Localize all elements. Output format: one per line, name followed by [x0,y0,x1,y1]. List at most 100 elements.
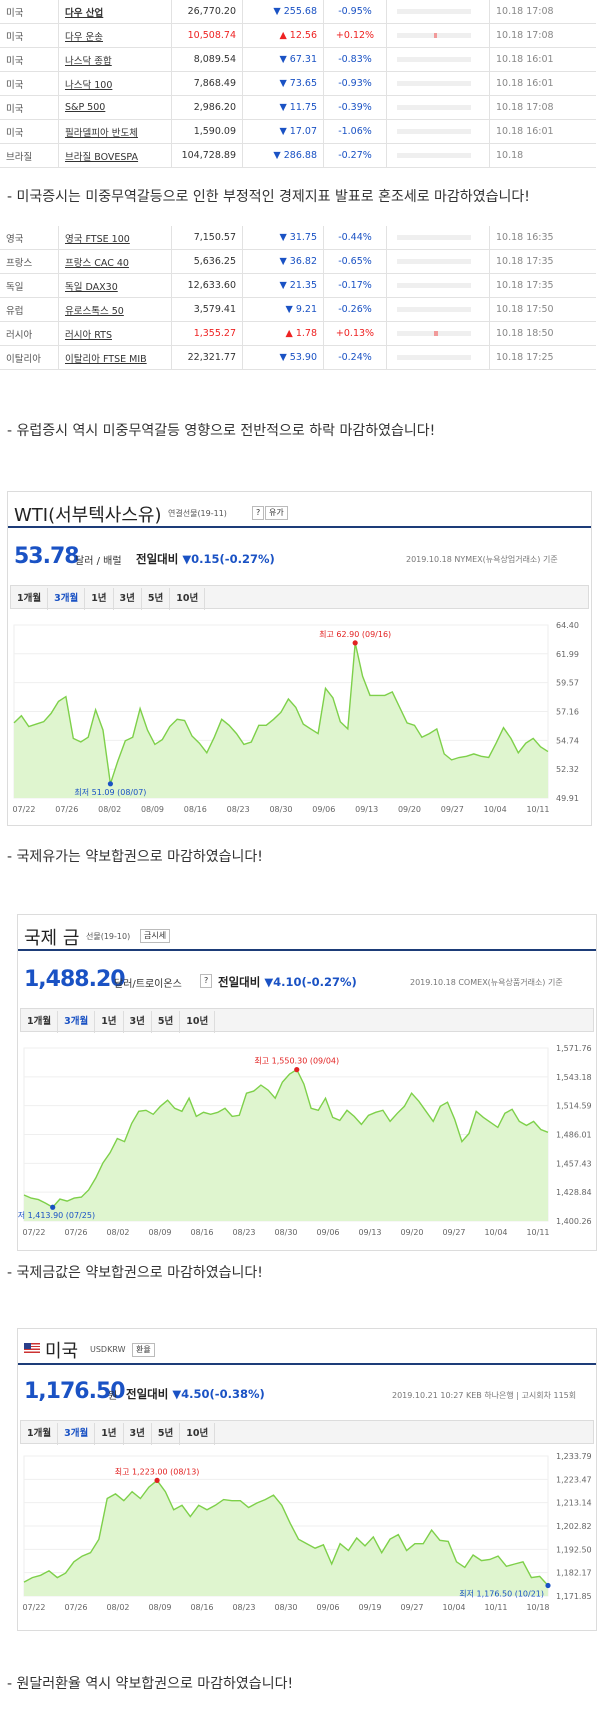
fx-change-label: 전일대비 [126,1387,169,1401]
index-link[interactable]: 브라질 BOVESPA [65,151,139,163]
period-tab[interactable]: 3개월 [58,1011,96,1033]
period-tab[interactable]: 10년 [180,1011,216,1033]
index-name-cell: 다우 산업 [58,0,172,24]
index-percent-cell: -0.17% [323,273,387,298]
index-value-cell: 1,590.09 [171,119,243,144]
period-tab[interactable]: 1개월 [21,1423,59,1445]
period-tab[interactable]: 3년 [124,1423,152,1445]
x-tick-label: 08/02 [106,1228,129,1237]
gold-price-button[interactable]: 금시세 [140,929,171,943]
y-tick-label: 54.74 [556,736,579,745]
index-link[interactable]: 프랑스 CAC 40 [65,257,129,269]
index-link[interactable]: 독일 DAX30 [65,281,118,293]
y-tick-label: 1,514.59 [556,1102,592,1111]
index-percent-cell: -0.24% [323,345,387,370]
x-tick-label: 07/22 [22,1603,45,1612]
period-tab[interactable]: 10년 [170,588,206,610]
fx-unit: 원 [108,1391,118,1402]
period-tab[interactable]: 3년 [114,588,142,610]
period-tab[interactable]: 1개월 [21,1011,59,1033]
time-cell: 10.18 18:50 [489,321,596,346]
time-cell: 10.18 17:25 [489,345,596,370]
country-cell: 미국 [0,23,59,48]
time-cell: 10.18 17:08 [489,95,596,120]
period-tab[interactable]: 1년 [85,588,114,610]
index-link[interactable]: 다우 운송 [65,31,103,43]
change-bar [428,355,434,360]
fx-subtitle: USDKRW [90,1345,126,1354]
index-value-cell: 22,321.77 [171,345,243,370]
y-tick-label: 64.40 [556,621,579,630]
period-tab[interactable]: 1년 [95,1423,124,1445]
change-value: 1.78 [295,328,317,339]
fx-change: 전일대비 ▼4.50(-0.38%) [126,1386,265,1402]
down-arrow-icon: ▼ [279,126,287,137]
caption-us-market: - 미국증시는 미중무역갈등으로 인한 부정적인 경제지표 발표로 혼조세로 마… [7,189,530,205]
x-tick-label: 08/23 [227,805,250,814]
fx-period-tabs: 1개월 3개월 1년 3년 5년 10년 [20,1420,594,1445]
x-tick-label: 08/09 [148,1603,171,1612]
index-link[interactable]: 영국 FTSE 100 [65,233,130,245]
wti-unit: 달러 / 배럴 [75,556,122,567]
table-row: 미국 필라델피아 반도체 1,590.09 ▼ 17.07 -1.06% 10.18 16… [0,119,596,144]
change-bar-cell [386,143,490,168]
table-row: 프랑스 프랑스 CAC 40 5,636.25 ▼ 36.82 -0.65% 10.18 … [0,249,596,274]
change-bar-cell [386,345,490,370]
index-percent-cell: -0.65% [323,249,387,274]
period-tab[interactable]: 3개월 [58,1423,96,1445]
index-name-cell: 브라질 BOVESPA [58,143,172,168]
fx-rate-button[interactable]: 환율 [132,1343,155,1357]
time-cell: 10.18 16:01 [489,71,596,96]
change-bar-cell [386,249,490,274]
index-percent-cell: -0.26% [323,297,387,322]
x-tick-label: 08/09 [148,1228,171,1237]
period-tab[interactable]: 5년 [142,588,171,610]
index-link[interactable]: 나스닥 종합 [65,55,112,67]
gold-unit: 달러/트로이온스 [114,979,182,990]
gold-help-button[interactable]: ? [200,974,213,988]
change-bar [434,33,437,38]
index-link[interactable]: 이탈리아 FTSE MIB [65,353,147,365]
index-link[interactable]: 나스닥 100 [65,79,113,91]
index-link[interactable]: 러시아 RTS [65,329,112,341]
x-tick-label: 10/18 [526,1603,549,1612]
x-tick-label: 10/04 [484,805,507,814]
period-tab[interactable]: 1개월 [11,588,49,610]
gold-chart: 1,571.76 1,543.18 1,514.59 1,486.01 1,457.43… [18,1044,592,1237]
time-cell: 10.18 17:08 [489,23,596,48]
index-value-cell: 104,728.89 [171,143,243,168]
x-tick-label: 07/22 [12,805,35,814]
index-value-cell: 10,508.74 [171,23,243,48]
index-link[interactable]: 유로스톡스 50 [65,305,124,317]
period-tab[interactable]: 3년 [124,1011,152,1033]
low-point [50,1204,56,1210]
table-row: 미국 S&P 500 2,986.20 ▼ 11.75 -0.39% 10.18 17:0… [0,95,596,120]
x-tick-label: 08/30 [274,1603,297,1612]
change-value: 31.75 [289,232,317,243]
index-link[interactable]: S&P 500 [65,102,106,113]
change-bar-cell [386,71,490,96]
index-link[interactable]: 필라델피아 반도체 [65,127,138,139]
series-area [24,1480,548,1596]
index-change-cell: ▼ 36.82 [242,249,324,274]
change-bar-track [397,283,471,288]
change-value: 67.31 [289,54,317,65]
period-tab[interactable]: 5년 [152,1423,181,1445]
change-bar-cell [386,95,490,120]
period-tab[interactable]: 1년 [95,1011,124,1033]
wti-oil-button[interactable]: 유가 [265,506,288,520]
period-tab[interactable]: 10년 [180,1423,216,1445]
index-change-cell: ▲ 12.56 [242,23,324,48]
high-point [294,1067,300,1073]
table-row: 브라질 브라질 BOVESPA 104,728.89 ▼ 286.88 -0.27% 10… [0,143,596,168]
period-tab[interactable]: 3개월 [48,588,86,610]
change-value: 286.88 [283,150,317,161]
index-name-cell: 프랑스 CAC 40 [58,249,172,274]
wti-help-button[interactable]: ? [252,506,265,520]
index-name-cell: 영국 FTSE 100 [58,226,172,250]
table-row: 미국 나스닥 100 7,868.49 ▼ 73.65 -0.93% 10.18 16:0… [0,71,596,96]
gold-header: 국제 금 선물(19-10) 금시세 [18,915,596,951]
y-tick-label: 1,171.85 [556,1592,592,1601]
index-link[interactable]: 다우 산업 [65,7,104,19]
period-tab[interactable]: 5년 [152,1011,181,1033]
